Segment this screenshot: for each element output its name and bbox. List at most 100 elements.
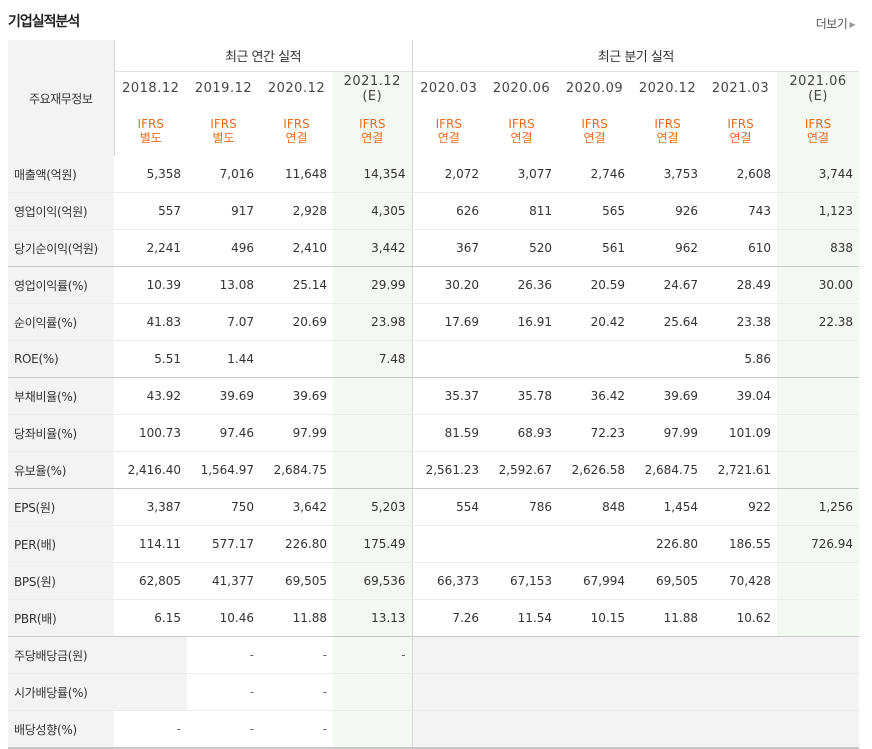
value-cell [777, 340, 860, 378]
accounting-type-header: IFRS 연결 [260, 105, 333, 156]
ifrs-label: IFRS [804, 116, 832, 131]
value-cell [412, 340, 486, 378]
accounting-type-header: IFRS 별도 [114, 105, 187, 156]
period-row: 2018.12 2019.12 2020.12 2021.12 (E) 2020.03 20… [8, 71, 860, 106]
consolidation-label: 연결 [583, 130, 606, 145]
value-cell: 41.83 [114, 303, 187, 341]
value-cell [777, 414, 860, 452]
value-cell: 962 [631, 229, 705, 267]
value-cell [704, 710, 778, 749]
value-cell: 20.42 [558, 303, 632, 341]
accounting-type-header: IFRS 연결 [558, 105, 631, 156]
table-row: 영업이익률(%) 10.39 13.08 25.14 29.99 30.20 26.36 20… [8, 266, 860, 304]
value-cell [777, 710, 860, 749]
period-label: 2021.06 [789, 73, 847, 89]
period-label: 2018.12 [122, 81, 180, 96]
value-cell: 5.86 [704, 340, 778, 378]
value-cell: - [333, 636, 413, 674]
value-cell: 101.09 [704, 414, 778, 452]
value-cell: 3,753 [631, 156, 705, 193]
value-cell: 13.08 [187, 266, 260, 304]
value-cell [412, 636, 486, 674]
table-row: BPS(원) 62,805 41,377 69,505 69,536 66,373 67,1… [8, 562, 860, 600]
value-cell [333, 673, 413, 711]
value-cell: 2,928 [260, 192, 333, 230]
value-cell: 2,410 [260, 229, 333, 267]
value-cell: 10.15 [558, 599, 632, 637]
consolidation-label: 별도 [212, 130, 235, 145]
value-cell: 67,153 [485, 562, 559, 600]
more-link[interactable]: 더보기 ▶ [815, 15, 856, 32]
table-row: 영업이익(억원) 557 917 2,928 4,305 626 811 565 926 743 1… [8, 192, 860, 230]
value-cell: 97.46 [187, 414, 260, 452]
accounting-type-header: IFRS 연결 [333, 105, 413, 156]
value-cell: 1,123 [777, 192, 860, 230]
period-label: 2021.12 [343, 73, 401, 89]
value-cell [558, 673, 632, 711]
table-row: PBR(배) 6.15 10.46 11.88 13.13 7.26 11.54 10.15 1… [8, 599, 860, 637]
value-cell: 726.94 [777, 525, 860, 563]
row-label: 순이익률(%) [8, 303, 114, 341]
value-cell: 5,358 [114, 156, 187, 193]
row-label: 당기순이익(억원) [8, 229, 114, 267]
row-label: 당좌비율(%) [8, 414, 114, 452]
row-label: 주당배당금(원) [8, 636, 114, 674]
value-cell: 62,805 [114, 562, 187, 600]
period-label: 2020.09 [565, 81, 624, 96]
ifrs-label: IFRS [210, 116, 237, 131]
value-cell: 1.44 [187, 340, 260, 378]
value-cell: 367 [412, 229, 486, 267]
value-cell [777, 562, 860, 600]
value-cell: 30.20 [412, 266, 486, 304]
value-cell: 577.17 [187, 525, 260, 563]
estimate-mark: (E) [362, 88, 383, 104]
value-cell: 917 [187, 192, 260, 230]
value-cell: 186.55 [704, 525, 778, 563]
more-label: 더보기 [815, 17, 848, 31]
value-cell: - [260, 636, 333, 674]
section-title: 기업실적분석 [8, 14, 80, 30]
value-cell: 565 [558, 192, 632, 230]
value-cell: 2,592.67 [485, 451, 559, 489]
ifrs-label: IFRS [435, 116, 462, 131]
value-cell: 81.59 [412, 414, 486, 452]
value-cell: 114.11 [114, 525, 187, 563]
value-cell: 3,387 [114, 488, 187, 526]
consolidation-label: 연결 [656, 130, 679, 145]
value-cell [631, 673, 705, 711]
value-cell: 70,428 [704, 562, 778, 600]
value-cell: 2,416.40 [114, 451, 187, 489]
table-row: 부채비율(%) 43.92 39.69 39.69 35.37 35.78 36.42 39.… [8, 377, 860, 415]
value-cell: 30.00 [777, 266, 860, 304]
ifrs-label: IFRS [137, 116, 164, 131]
table-row: ROE(%) 5.51 1.44 7.48 5.86 [8, 340, 860, 378]
value-cell: 1,256 [777, 488, 860, 526]
period-header: 2021.06 (E) [777, 71, 860, 105]
period-header: 2019.12 [187, 72, 260, 106]
value-cell: 743 [704, 192, 778, 230]
value-cell: - [260, 710, 333, 749]
value-cell: 20.59 [558, 266, 632, 304]
value-cell: 7.26 [412, 599, 486, 637]
value-cell: 5,203 [333, 488, 413, 526]
table-row: EPS(원) 3,387 750 3,642 5,203 554 786 848 1,454 92… [8, 488, 860, 526]
value-cell: 7.07 [187, 303, 260, 341]
table-row: 유보율(%) 2,416.40 1,564.97 2,684.75 2,561.23 2,… [8, 451, 860, 489]
value-cell: 5.51 [114, 340, 187, 378]
value-cell [777, 377, 860, 415]
value-cell [777, 599, 860, 637]
value-cell: 557 [114, 192, 187, 230]
value-cell: 23.38 [704, 303, 778, 341]
value-cell: 28.49 [704, 266, 778, 304]
ifrs-label: IFRS [581, 116, 608, 131]
period-label: 2020.12 [267, 81, 326, 96]
ifrs-label: IFRS [359, 116, 386, 131]
value-cell [631, 340, 705, 378]
row-label: ROE(%) [8, 340, 114, 378]
value-cell: 2,241 [114, 229, 187, 267]
period-header: 2020.03 [412, 72, 485, 106]
period-header: 2021.03 [704, 72, 777, 106]
row-label: PBR(배) [8, 599, 114, 637]
value-cell: 66,373 [412, 562, 486, 600]
